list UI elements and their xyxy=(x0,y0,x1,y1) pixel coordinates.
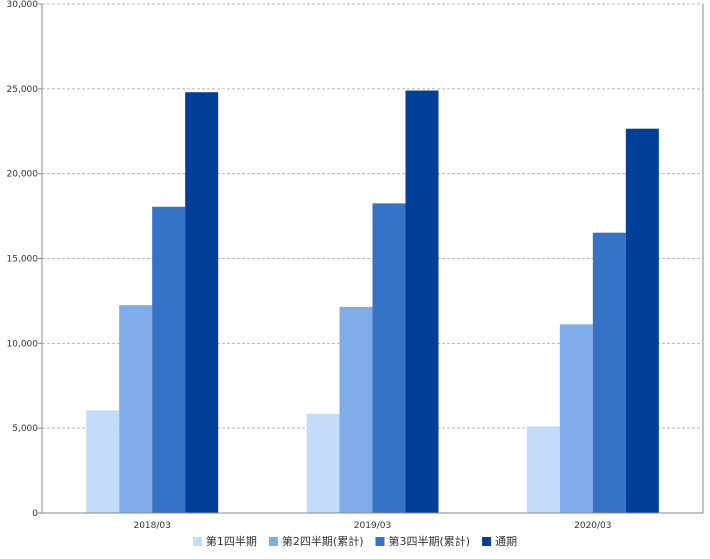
bar xyxy=(372,203,406,513)
axes: 0 5,000 10,000 15,000 20,000 25,000 30,000 2018… xyxy=(7,0,704,531)
legend-label: 通期 xyxy=(495,535,517,548)
y-tick-label: 10,000 xyxy=(7,339,39,349)
x-tick-label: 2019/03 xyxy=(354,521,391,531)
bar xyxy=(86,410,120,513)
bars xyxy=(86,90,659,514)
legend: 第1四半期 第2四半期(累計) 第3四半期(累計) 通期 xyxy=(192,534,517,548)
legend-item: 第3四半期(累計) xyxy=(375,534,471,548)
bar xyxy=(185,92,219,513)
legend-item: 第1四半期 xyxy=(192,534,257,548)
y-tick-label: 5,000 xyxy=(12,424,38,434)
y-tick-label: 30,000 xyxy=(7,0,39,10)
bar xyxy=(526,426,560,513)
y-tick-label: 20,000 xyxy=(7,170,39,180)
x-tick-label: 2018/03 xyxy=(133,521,170,531)
x-tick-label: 2020/03 xyxy=(574,521,611,531)
bar xyxy=(559,324,593,513)
legend-label: 第2四半期(累計) xyxy=(282,534,364,548)
legend-swatch xyxy=(482,537,492,546)
y-tick-label: 15,000 xyxy=(7,255,39,265)
bar xyxy=(339,306,373,513)
legend-item: 通期 xyxy=(482,535,517,548)
bar xyxy=(119,305,153,513)
legend-label: 第3四半期(累計) xyxy=(389,534,471,548)
legend-swatch xyxy=(375,537,385,546)
bar xyxy=(592,232,626,513)
legend-swatch xyxy=(192,537,202,546)
y-tick-label: 0 xyxy=(32,509,38,519)
bar xyxy=(625,128,659,513)
bar xyxy=(152,206,186,514)
bar xyxy=(405,90,439,513)
y-tick-label: 25,000 xyxy=(7,85,39,95)
bar xyxy=(306,413,340,513)
legend-item: 第2四半期(累計) xyxy=(268,534,364,548)
legend-label: 第1四半期 xyxy=(206,534,257,548)
legend-swatch xyxy=(268,537,278,546)
